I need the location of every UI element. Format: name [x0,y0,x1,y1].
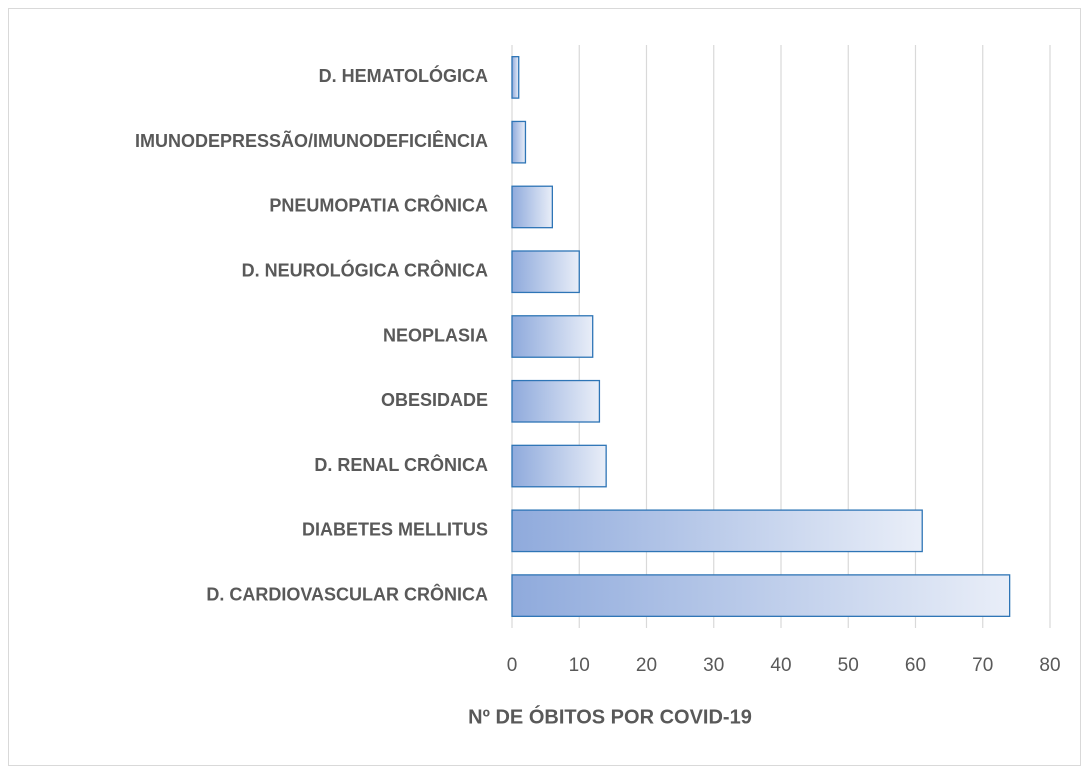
y-tick-label: IMUNODEPRESSÃO/IMUNODEFICIÊNCIA [135,130,488,151]
y-tick-label: D. CARDIOVASCULAR CRÔNICA [206,583,488,604]
x-tick-label: 30 [703,655,724,676]
x-tick-label: 0 [507,655,518,676]
x-tick-label: 50 [838,655,859,676]
x-tick-label: 80 [1039,655,1060,676]
bar [511,574,1011,617]
bar [511,250,580,294]
x-tick-label: 10 [569,655,590,676]
y-tick-label: D. HEMATOLÓGICA [319,65,488,86]
y-tick-label: D. NEUROLÓGICA CRÔNICA [242,259,488,280]
x-axis-title: Nº DE ÓBITOS POR COVID-19 [468,704,752,728]
x-tick-label: 60 [905,655,926,676]
y-tick-label: DIABETES MELLITUS [302,520,488,540]
bar [511,120,527,164]
bar [511,56,520,99]
y-tick-label: PNEUMOPATIA CRÔNICA [269,195,488,216]
y-tick-label: NEOPLASIA [383,325,488,345]
y-tick-label: OBESIDADE [381,390,488,410]
bar [511,379,601,423]
x-tick-label: 70 [972,655,993,676]
bar [511,315,594,358]
x-tick-label: 40 [770,655,791,676]
y-tick-label: D. RENAL CRÔNICA [314,454,488,475]
bar [511,444,607,488]
x-tick-label: 20 [636,655,657,676]
bar [511,509,923,553]
bar [511,185,553,229]
